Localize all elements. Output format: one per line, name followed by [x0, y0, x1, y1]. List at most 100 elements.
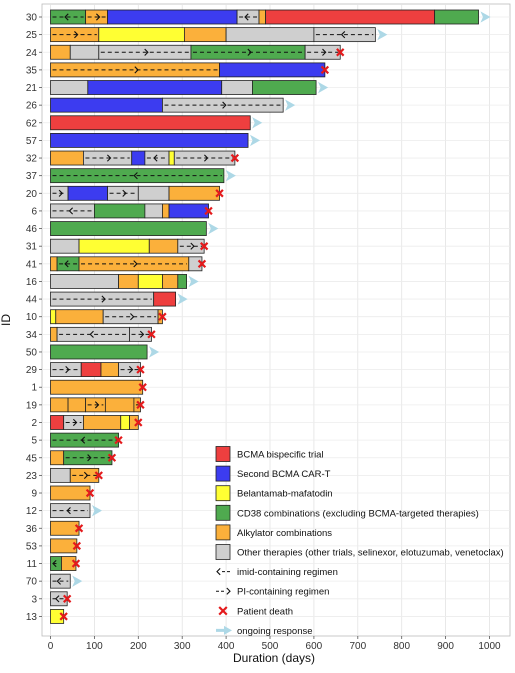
ongoing-arrow — [318, 81, 329, 94]
death-marker — [320, 65, 330, 75]
bar-segment — [50, 609, 65, 624]
y-tick-label: 29 — [26, 365, 38, 376]
ongoing-arrow — [252, 117, 263, 129]
pi-arrow — [322, 48, 327, 56]
bar-segment — [67, 185, 108, 201]
bar-segment — [258, 9, 267, 25]
imid-arrow — [244, 13, 249, 21]
imid-arrow — [55, 595, 60, 603]
x-tick-label: 200 — [130, 641, 147, 652]
x-tick-label: 0 — [48, 641, 54, 652]
y-tick-label: 1 — [31, 383, 37, 394]
y-tick-label: 21 — [26, 83, 38, 94]
bar-segment — [104, 397, 135, 413]
patient-row — [50, 467, 103, 483]
legend-label: imid-containing regimen — [237, 567, 338, 578]
patient-row — [50, 397, 145, 413]
death-marker — [197, 259, 207, 268]
legend-item: Patient death — [218, 606, 293, 617]
legend: BCMA bispecific trial Second BCMA CAR-T Be… — [215, 446, 504, 637]
bar-segment — [162, 203, 170, 219]
imid-arrow — [133, 172, 138, 180]
patient-row — [50, 203, 213, 219]
patient-row — [50, 520, 84, 536]
x-tick-label: 100 — [86, 641, 103, 652]
bar-segment — [83, 415, 122, 430]
y-tick-label: 3 — [31, 594, 37, 605]
x-tick-label: 500 — [262, 641, 279, 652]
y-tick-label: 9 — [31, 489, 37, 500]
bar-segment — [55, 309, 104, 325]
legend-label: Other therapies (other trials, selinexor… — [237, 548, 504, 559]
legend-label: PI-containing regimen — [237, 587, 329, 598]
y-tick-label: 24 — [26, 48, 38, 59]
legend-item: CD38 combinations (excluding BCMA-target… — [215, 504, 479, 521]
patient-row — [50, 379, 147, 395]
bar-segment — [61, 556, 77, 571]
ongoing-arrow — [249, 134, 261, 147]
pi-arrow — [58, 189, 64, 197]
pi-arrow — [106, 154, 112, 162]
bar-segment — [50, 415, 65, 430]
patient-row — [50, 115, 263, 131]
legend-label: Belantamab-mafatodin — [237, 489, 333, 500]
legend-swatch — [215, 446, 231, 462]
pi-arrow — [87, 454, 92, 462]
patient-row — [50, 326, 156, 342]
patient-row — [50, 432, 123, 448]
x-tick-label: 800 — [393, 641, 410, 652]
bar-segment — [94, 203, 146, 219]
patient-row — [50, 256, 207, 272]
pi-arrow — [134, 66, 139, 74]
y-tick-label: 10 — [26, 312, 38, 323]
bar-segment — [137, 274, 163, 289]
bar-segment — [50, 97, 163, 113]
pi-arrow — [144, 48, 149, 56]
death-marker — [94, 471, 103, 480]
bar-segment — [252, 80, 317, 95]
legend-label: Second BCMA CAR-T — [237, 469, 331, 480]
bar-segment — [67, 397, 87, 413]
y-tick-label: 37 — [26, 171, 38, 182]
y-tick-label: 13 — [26, 612, 38, 623]
death-marker — [107, 453, 117, 462]
patient-row — [50, 362, 145, 378]
death-marker — [218, 606, 228, 616]
patient-row — [50, 344, 160, 360]
legend-label: BCMA bispecific trial — [237, 450, 324, 461]
ongoing-arrow — [91, 504, 103, 517]
x-tick-label: 600 — [306, 641, 323, 652]
pi-arrow — [96, 13, 101, 21]
bar-segment — [87, 80, 223, 95]
bar-segment — [100, 362, 119, 378]
bar-segment — [50, 538, 78, 554]
bar-segment — [168, 150, 175, 166]
bar-segment — [50, 467, 71, 483]
x-tick-labels: 0 100 200 300 400 500 600 700 800 900 1000 — [48, 636, 501, 652]
patient-row — [50, 168, 236, 184]
bar-segment — [50, 221, 207, 236]
death-marker — [336, 48, 345, 57]
bar-segment — [148, 238, 179, 254]
bar-segment — [50, 379, 144, 395]
ongoing-arrow — [149, 346, 160, 358]
bar-segment — [50, 344, 148, 360]
x-tick-label: 700 — [349, 641, 366, 652]
imid-arrow — [216, 568, 221, 576]
patient-row — [50, 485, 95, 501]
ongoing-legend-arrow — [216, 625, 232, 635]
y-tick-label: 41 — [26, 259, 38, 270]
ongoing-arrow — [177, 293, 188, 305]
legend-swatch — [215, 504, 231, 521]
death-marker — [74, 524, 84, 533]
death-marker — [85, 488, 95, 498]
bar-segment — [188, 256, 203, 272]
bar-segment — [118, 274, 139, 289]
patient-row — [50, 9, 491, 25]
bar-segment — [177, 274, 187, 289]
death-marker — [204, 206, 213, 216]
y-tick-label: 12 — [26, 506, 38, 517]
patient-row — [50, 309, 167, 325]
pi-arrow — [204, 154, 209, 162]
pi-arrow — [65, 366, 70, 374]
